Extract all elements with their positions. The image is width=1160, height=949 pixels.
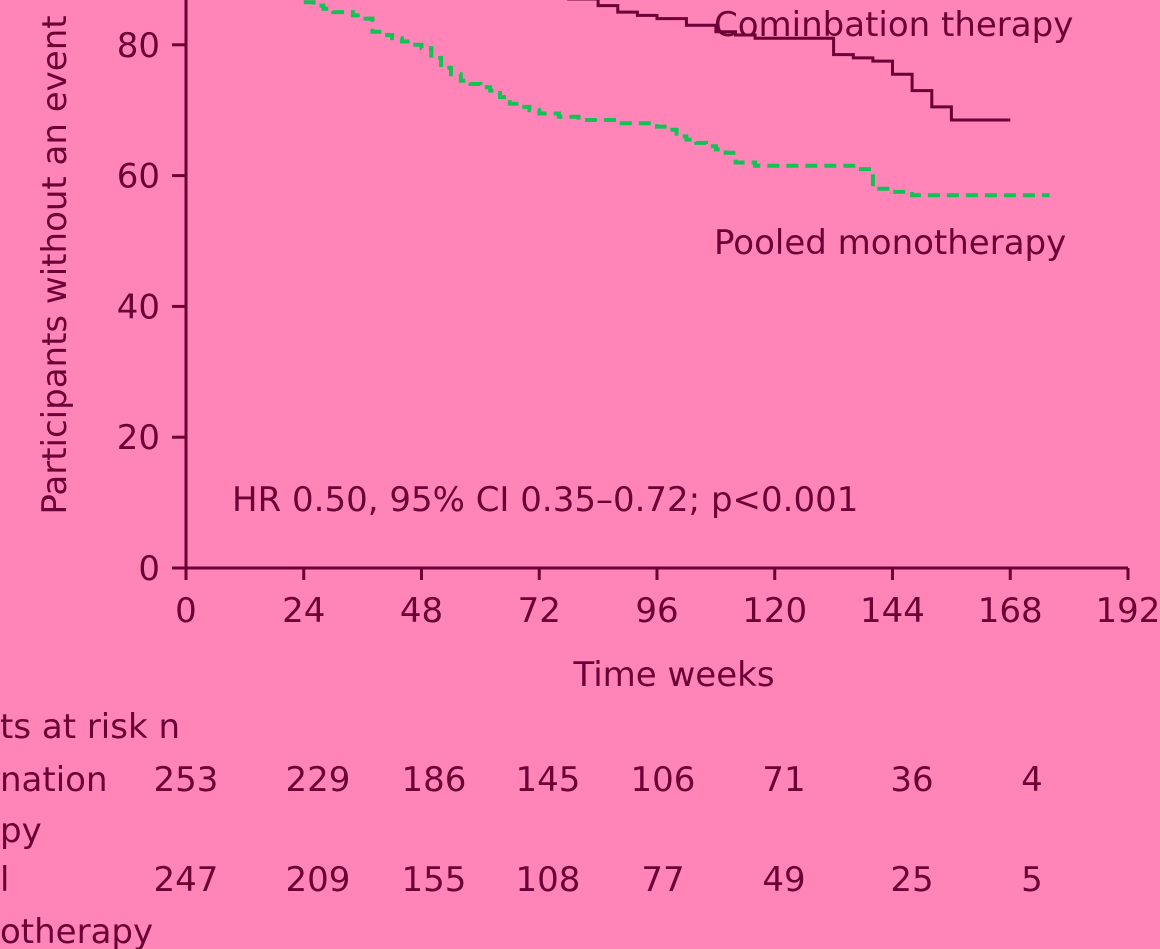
- combination-series-label: Cominbation therapy: [714, 5, 1073, 45]
- risk-value-row1-col8: 4: [1021, 760, 1043, 800]
- risk-value-row2-col8: 5: [1021, 860, 1043, 900]
- series-line-pooled: [303, 0, 1050, 198]
- risk-value-row1-col6: 71: [762, 760, 805, 800]
- risk-table-title: ts at risk n: [0, 707, 180, 747]
- risk-value-row2-col3: 155: [402, 860, 467, 900]
- pooled-series-label: Pooled monotherapy: [714, 223, 1066, 263]
- series-line-combination: [567, 0, 1011, 122]
- risk-value-row2-col4: 108: [516, 860, 581, 900]
- x-tick-label-168: 168: [978, 591, 1043, 631]
- hazard-ratio-annotation: HR 0.50, 95% CI 0.35–0.72; p<0.001: [232, 480, 858, 520]
- x-tick-label-96: 96: [635, 591, 678, 631]
- risk-value-row1-col4: 145: [516, 760, 581, 800]
- axes: 0 24 48 72 96 120 144 168 192 0 20 40 60 80: [117, 0, 1160, 631]
- x-axis-label: Time weeks: [572, 655, 774, 695]
- y-tick-label-0: 0: [138, 549, 160, 589]
- risk-values: 253 229 186 145 106 71 36 4 247 209 155 108 77 49 25 5: [154, 760, 1043, 900]
- y-tick-label-20: 20: [117, 418, 160, 458]
- x-tick-label-144: 144: [860, 591, 925, 631]
- risk-value-row2-col5: 77: [641, 860, 684, 900]
- y-tick-label-40: 40: [117, 287, 160, 327]
- risk-value-row1-col1: 253: [154, 760, 219, 800]
- x-tick-label-24: 24: [282, 591, 325, 631]
- risk-row-2-label-continued: otherapy: [0, 912, 153, 949]
- risk-value-row1-col7: 36: [890, 760, 933, 800]
- risk-value-row2-col1: 247: [154, 860, 219, 900]
- risk-value-row1-col3: 186: [402, 760, 467, 800]
- x-tick-label-120: 120: [742, 591, 807, 631]
- risk-value-row2-col6: 49: [762, 860, 805, 900]
- series-layer: [303, 0, 1050, 198]
- risk-value-row1-col2: 229: [286, 760, 351, 800]
- risk-row-1-label: nation: [0, 760, 108, 800]
- risk-value-row1-col5: 106: [631, 760, 696, 800]
- risk-row-1-label-continued: py: [0, 811, 42, 851]
- risk-value-row2-col2: 209: [286, 860, 351, 900]
- y-axis-label: Participants without an event: [35, 15, 75, 514]
- risk-row-2-label: l: [0, 860, 9, 900]
- x-tick-label-192: 192: [1096, 591, 1160, 631]
- y-tick-label-80: 80: [117, 26, 160, 66]
- x-tick-label-48: 48: [400, 591, 443, 631]
- risk-value-row2-col7: 25: [890, 860, 933, 900]
- x-tick-label-72: 72: [518, 591, 561, 631]
- x-tick-label-0: 0: [175, 591, 197, 631]
- y-tick-label-60: 60: [117, 157, 160, 197]
